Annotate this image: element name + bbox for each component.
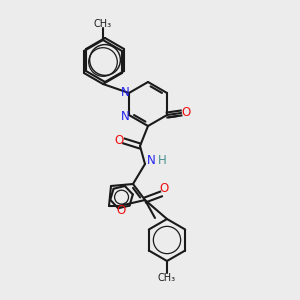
Text: CH₃: CH₃	[158, 273, 176, 283]
Text: O: O	[182, 106, 191, 119]
Text: O: O	[114, 134, 124, 146]
Text: O: O	[159, 182, 169, 196]
Text: O: O	[116, 203, 126, 217]
Text: N: N	[121, 85, 129, 98]
Text: H: H	[158, 154, 166, 167]
Text: CH₃: CH₃	[94, 19, 112, 29]
Text: N: N	[121, 110, 129, 122]
Text: N: N	[147, 154, 155, 167]
